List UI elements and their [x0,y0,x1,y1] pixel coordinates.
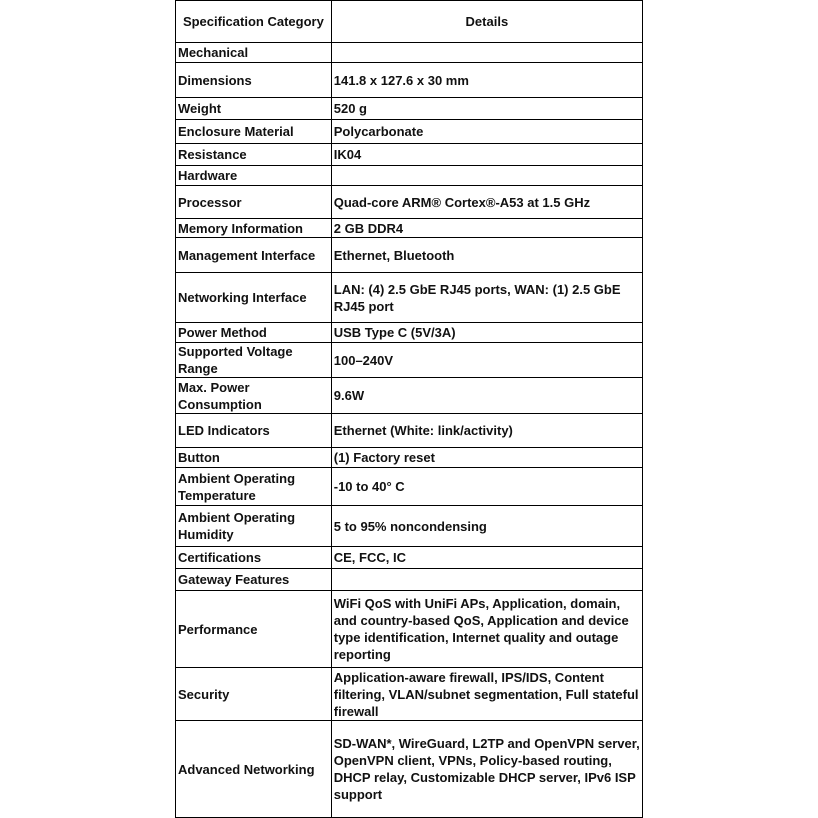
table-row: Enclosure Material Polycarbonate [175,119,644,144]
cell-details: WiFi QoS with UniFi APs, Application, do… [330,590,644,668]
table-row: Certifications CE, FCC, IC [175,546,644,569]
cell-category: Weight [175,97,332,120]
table-row: Max. Power Consumption 9.6W [175,377,644,414]
header-category: Specification Category [175,0,332,43]
cell-details: 5 to 95% noncondensing [330,505,644,547]
cell-details: (1) Factory reset [330,447,644,468]
cell-details: 2 GB DDR4 [330,218,644,238]
cell-category: Mechanical [175,42,332,63]
header-row: Specification Category Details [175,0,644,43]
cell-category: Certifications [175,546,332,569]
cell-category: Resistance [175,143,332,166]
cell-category: Processor [175,185,332,219]
cell-category: Gateway Features [175,568,332,591]
header-details: Details [330,0,644,43]
cell-details: 141.8 x 127.6 x 30 mm [330,62,644,98]
cell-details: -10 to 40° C [330,467,644,506]
cell-details: 520 g [330,97,644,120]
cell-details: LAN: (4) 2.5 GbE RJ45 ports, WAN: (1) 2.… [330,272,644,323]
cell-details [330,165,644,186]
cell-category: Performance [175,590,332,668]
table-row: Management Interface Ethernet, Bluetooth [175,237,644,273]
cell-category: Security [175,667,332,721]
table-row: Resistance IK04 [175,143,644,166]
cell-category: Enclosure Material [175,119,332,144]
table-row: Security Application-aware firewall, IPS/… [175,667,644,721]
table-row: Mechanical [175,42,644,63]
cell-category: Max. Power Consumption [175,377,332,414]
cell-category: Supported Voltage Range [175,342,332,378]
table-row: Supported Voltage Range 100–240V [175,342,644,378]
cell-category: Ambient Operating Humidity [175,505,332,547]
table-row: Dimensions 141.8 x 127.6 x 30 mm [175,62,644,98]
table-row: Hardware [175,165,644,186]
cell-category: Button [175,447,332,468]
table-row: Memory Information 2 GB DDR4 [175,218,644,238]
cell-details: SD-WAN*, WireGuard, L2TP and OpenVPN ser… [330,720,644,818]
table-row: Processor Quad-core ARM® Cortex®-A53 at 1… [175,185,644,219]
table-row: LED Indicators Ethernet (White: link/acti… [175,413,644,448]
table-row: Networking Interface LAN: (4) 2.5 GbE RJ4… [175,272,644,323]
table-row: Weight 520 g [175,97,644,120]
cell-details: CE, FCC, IC [330,546,644,569]
cell-category: Networking Interface [175,272,332,323]
table-row: Advanced Networking SD-WAN*, WireGuard, L… [175,720,644,818]
cell-category: Hardware [175,165,332,186]
table-row: Performance WiFi QoS with UniFi APs, Appl… [175,590,644,668]
cell-category: Power Method [175,322,332,343]
cell-details: IK04 [330,143,644,166]
cell-details: Ethernet (White: link/activity) [330,413,644,448]
cell-category: Memory Information [175,218,332,238]
cell-details: USB Type C (5V/3A) [330,322,644,343]
cell-details [330,568,644,591]
table-row: Power Method USB Type C (5V/3A) [175,322,644,343]
table-row: Button (1) Factory reset [175,447,644,468]
cell-details: Quad-core ARM® Cortex®-A53 at 1.5 GHz [330,185,644,219]
table-row: Gateway Features [175,568,644,591]
cell-category: LED Indicators [175,413,332,448]
table-row: Ambient Operating Temperature -10 to 40° … [175,467,644,506]
table-row: Ambient Operating Humidity 5 to 95% nonco… [175,505,644,547]
cell-details: Application-aware firewall, IPS/IDS, Con… [330,667,644,721]
cell-category: Management Interface [175,237,332,273]
cell-details: 100–240V [330,342,644,378]
cell-details: Polycarbonate [330,119,644,144]
cell-details [330,42,644,63]
cell-category: Advanced Networking [175,720,332,818]
cell-category: Ambient Operating Temperature [175,467,332,506]
cell-details: 9.6W [330,377,644,414]
spec-table: Specification Category Details Mechanica… [175,0,644,818]
cell-details: Ethernet, Bluetooth [330,237,644,273]
cell-category: Dimensions [175,62,332,98]
